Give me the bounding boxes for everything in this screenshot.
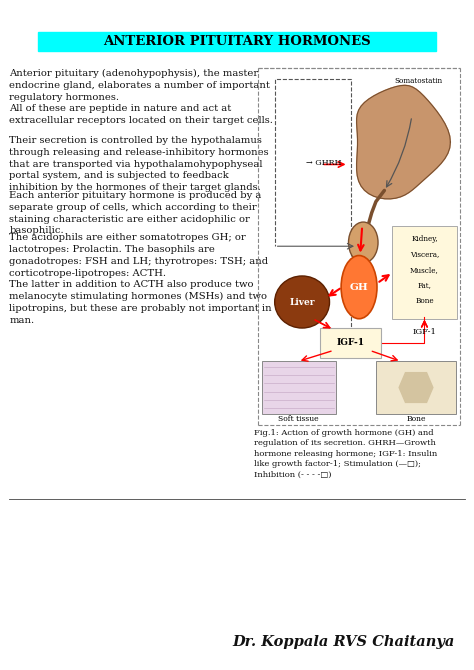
Text: → GHRH: → GHRH: [306, 159, 342, 167]
Text: Liver: Liver: [289, 297, 315, 306]
Text: Kidney,: Kidney,: [411, 234, 438, 243]
Ellipse shape: [348, 222, 378, 263]
FancyBboxPatch shape: [392, 226, 457, 319]
Circle shape: [341, 255, 377, 319]
Text: IGF-1: IGF-1: [337, 338, 365, 348]
Text: Soft tissue: Soft tissue: [278, 415, 318, 423]
Text: All of these are peptide in nature and act at
extracellular receptors located on: All of these are peptide in nature and a…: [9, 104, 273, 125]
Text: Viscera,: Viscera,: [410, 251, 439, 259]
Text: Fat,: Fat,: [418, 281, 431, 289]
Text: Muscle,: Muscle,: [410, 266, 439, 274]
FancyBboxPatch shape: [376, 362, 456, 413]
Text: Their secretion is controlled by the hypothalamus
through releasing and release-: Their secretion is controlled by the hyp…: [9, 136, 269, 192]
Text: Anterior pituitary (adenohypophysis), the master
endocrine gland, elaborates a n: Anterior pituitary (adenohypophysis), th…: [9, 69, 270, 102]
Text: Fig.1: Action of growth hormone (GH) and
regulation of its secretion. GHRH—Growt: Fig.1: Action of growth hormone (GH) and…: [254, 429, 437, 478]
Text: Each anterior pituitary hormone is produced by a
separate group of cells, which : Each anterior pituitary hormone is produ…: [9, 191, 262, 235]
FancyBboxPatch shape: [38, 32, 436, 51]
FancyBboxPatch shape: [320, 328, 381, 358]
Text: Dr. Koppala RVS Chaitanya: Dr. Koppala RVS Chaitanya: [233, 634, 455, 649]
Text: IGF-1: IGF-1: [412, 328, 437, 336]
Polygon shape: [356, 85, 450, 199]
Ellipse shape: [274, 276, 329, 328]
Text: Bone: Bone: [415, 297, 434, 306]
Text: Somatostatin: Somatostatin: [394, 76, 442, 84]
Text: GH: GH: [350, 283, 368, 291]
Text: ANTERIOR PITUITARY HORMONES: ANTERIOR PITUITARY HORMONES: [103, 35, 371, 48]
Text: The latter in addition to ACTH also produce two
melanocyte stimulating hormones : The latter in addition to ACTH also prod…: [9, 280, 272, 325]
Text: Bone: Bone: [406, 415, 426, 423]
Polygon shape: [399, 373, 433, 403]
Text: The acidophils are either somatotropes GH; or
lactotropes: Prolactin. The basoph: The acidophils are either somatotropes G…: [9, 233, 269, 277]
FancyBboxPatch shape: [262, 362, 336, 413]
